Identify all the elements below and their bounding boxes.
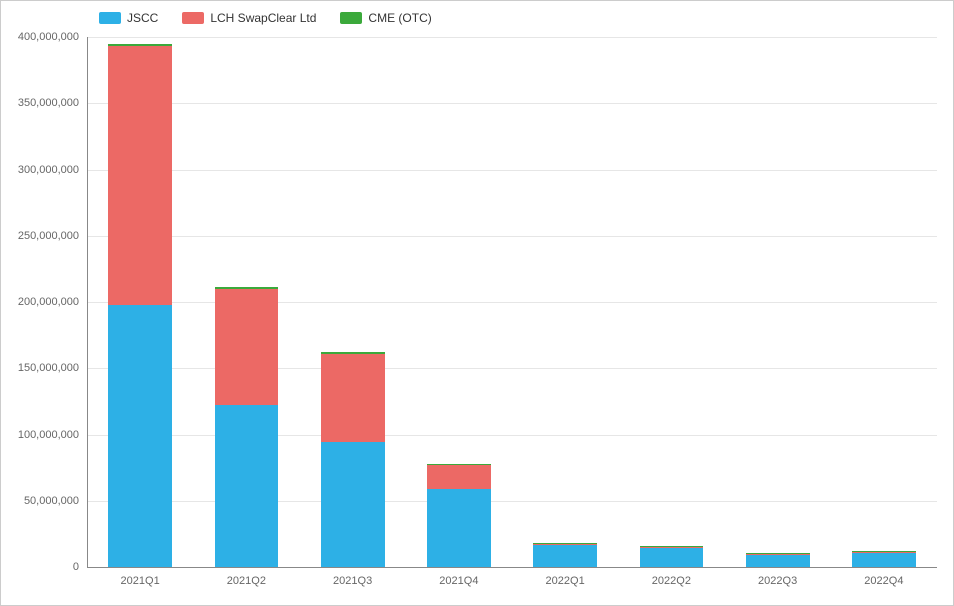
y-tick-label: 350,000,000 [18, 97, 79, 109]
y-tick-label: 250,000,000 [18, 230, 79, 242]
bar-segment[interactable] [427, 464, 491, 465]
legend-swatch-lch [182, 12, 204, 24]
bar-segment[interactable] [321, 354, 385, 443]
bar-segment[interactable] [852, 552, 916, 553]
x-tick-label: 2021Q4 [439, 575, 478, 587]
bar-segment[interactable] [321, 352, 385, 354]
bar-segment[interactable] [427, 489, 491, 567]
x-tick-label: 2022Q4 [864, 575, 903, 587]
bar-group[interactable] [533, 37, 597, 567]
y-tick-label: 100,000,000 [18, 429, 79, 441]
bar-segment[interactable] [640, 546, 704, 547]
bar-segment[interactable] [321, 442, 385, 567]
legend-item-lch[interactable]: LCH SwapClear Ltd [182, 11, 316, 25]
bar-segment[interactable] [852, 552, 916, 567]
x-tick-label: 2021Q1 [121, 575, 160, 587]
bar-group[interactable] [427, 37, 491, 567]
bar-group[interactable] [321, 37, 385, 567]
x-tick-label: 2021Q2 [227, 575, 266, 587]
x-tick-label: 2022Q3 [758, 575, 797, 587]
bar-segment[interactable] [746, 554, 810, 567]
bar-segment[interactable] [852, 551, 916, 552]
y-tick-label: 150,000,000 [18, 362, 79, 374]
x-tick-label: 2021Q3 [333, 575, 372, 587]
bar-segment[interactable] [746, 553, 810, 554]
bar-segment[interactable] [640, 547, 704, 548]
legend-label-cme: CME (OTC) [368, 11, 431, 25]
x-axis [87, 567, 937, 568]
y-axis [87, 37, 88, 567]
bar-segment[interactable] [533, 543, 597, 544]
bar-group[interactable] [852, 37, 916, 567]
plot-area: 050,000,000100,000,000150,000,000200,000… [87, 37, 937, 567]
bar-group[interactable] [640, 37, 704, 567]
bar-segment[interactable] [108, 305, 172, 567]
y-tick-label: 400,000,000 [18, 31, 79, 43]
bar-group[interactable] [746, 37, 810, 567]
legend-swatch-jscc [99, 12, 121, 24]
bar-segment[interactable] [215, 405, 279, 567]
x-tick-label: 2022Q2 [652, 575, 691, 587]
y-tick-label: 300,000,000 [18, 164, 79, 176]
y-tick-label: 200,000,000 [18, 296, 79, 308]
bar-segment[interactable] [215, 289, 279, 406]
legend-swatch-cme [340, 12, 362, 24]
legend-item-cme[interactable]: CME (OTC) [340, 11, 431, 25]
x-tick-label: 2022Q1 [546, 575, 585, 587]
bar-segment[interactable] [533, 545, 597, 567]
bar-segment[interactable] [215, 287, 279, 288]
bar-segment[interactable] [746, 554, 810, 555]
bar-group[interactable] [108, 37, 172, 567]
y-tick-label: 50,000,000 [24, 495, 79, 507]
y-tick-label: 0 [73, 561, 79, 573]
legend-label-jscc: JSCC [127, 11, 158, 25]
bar-group[interactable] [215, 37, 279, 567]
bar-segment[interactable] [108, 44, 172, 47]
legend: JSCC LCH SwapClear Ltd CME (OTC) [99, 11, 432, 25]
bar-segment[interactable] [640, 548, 704, 567]
chart-frame: JSCC LCH SwapClear Ltd CME (OTC) 050,000… [0, 0, 954, 606]
legend-item-jscc[interactable]: JSCC [99, 11, 158, 25]
bar-segment[interactable] [108, 46, 172, 304]
bar-segment[interactable] [533, 544, 597, 545]
legend-label-lch: LCH SwapClear Ltd [210, 11, 316, 25]
bar-segment[interactable] [427, 465, 491, 489]
